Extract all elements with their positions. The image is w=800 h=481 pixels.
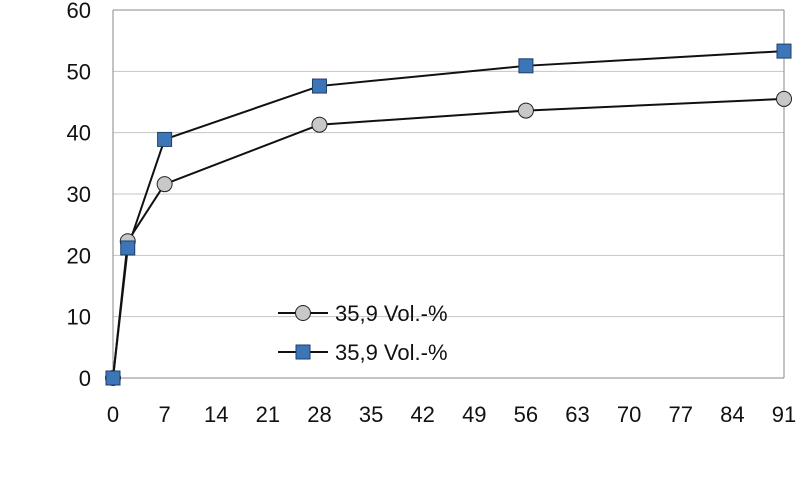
series-1-markers (105, 90, 792, 386)
series-line (112, 50, 785, 379)
y-tick-labels: 0 10 20 30 40 50 60 (67, 0, 91, 391)
legend-label: 35,9 Vol.-% (335, 301, 448, 326)
axes (112, 9, 785, 379)
series-2-square (112, 50, 785, 379)
legend-marker-square (295, 344, 311, 360)
data-point-square (518, 58, 534, 74)
data-point-square (776, 43, 792, 59)
x-tick-label: 77 (669, 402, 693, 427)
y-tick-label: 60 (67, 0, 91, 23)
data-point-square (120, 240, 136, 256)
x-tick-label: 63 (565, 402, 589, 427)
legend-item: 35,9 Vol.-% (278, 301, 448, 326)
y-tick-label: 10 (67, 305, 91, 330)
x-tick-label: 42 (410, 402, 434, 427)
y-tick-label: 0 (79, 366, 91, 391)
data-point-square (105, 370, 121, 386)
x-tick-label: 49 (462, 402, 486, 427)
x-tick-label: 84 (720, 402, 744, 427)
series-1-circle (112, 97, 785, 379)
x-tick-label: 28 (307, 402, 331, 427)
x-tick-label: 35 (359, 402, 383, 427)
legend: 35,9 Vol.-% 35,9 Vol.-% (278, 301, 448, 365)
data-point-circle (517, 102, 534, 119)
legend-marker-circle (295, 305, 311, 321)
y-tick-label: 30 (67, 182, 91, 207)
data-point-circle (776, 90, 792, 107)
y-tick-label: 20 (67, 243, 91, 268)
series-2-markers (105, 43, 792, 386)
data-point-square (157, 131, 173, 147)
legend-label: 35,9 Vol.-% (335, 340, 448, 365)
data-point-circle (311, 116, 328, 133)
x-tick-label: 7 (158, 402, 170, 427)
x-tick-label: 56 (514, 402, 538, 427)
data-point-circle (156, 176, 173, 193)
series (105, 43, 792, 386)
y-tick-label: 40 (67, 121, 91, 146)
x-tick-label: 91 (772, 402, 796, 427)
x-tick-label: 21 (256, 402, 280, 427)
x-tick-label: 14 (204, 402, 228, 427)
x-tick-labels: 0 7 14 21 28 35 42 49 56 63 70 77 84 91 (107, 402, 796, 427)
series-line (112, 97, 785, 379)
y-tick-label: 50 (67, 59, 91, 84)
legend-item: 35,9 Vol.-% (278, 340, 448, 365)
data-point-square (311, 78, 327, 94)
x-tick-label: 70 (617, 402, 641, 427)
x-tick-label: 0 (107, 402, 119, 427)
